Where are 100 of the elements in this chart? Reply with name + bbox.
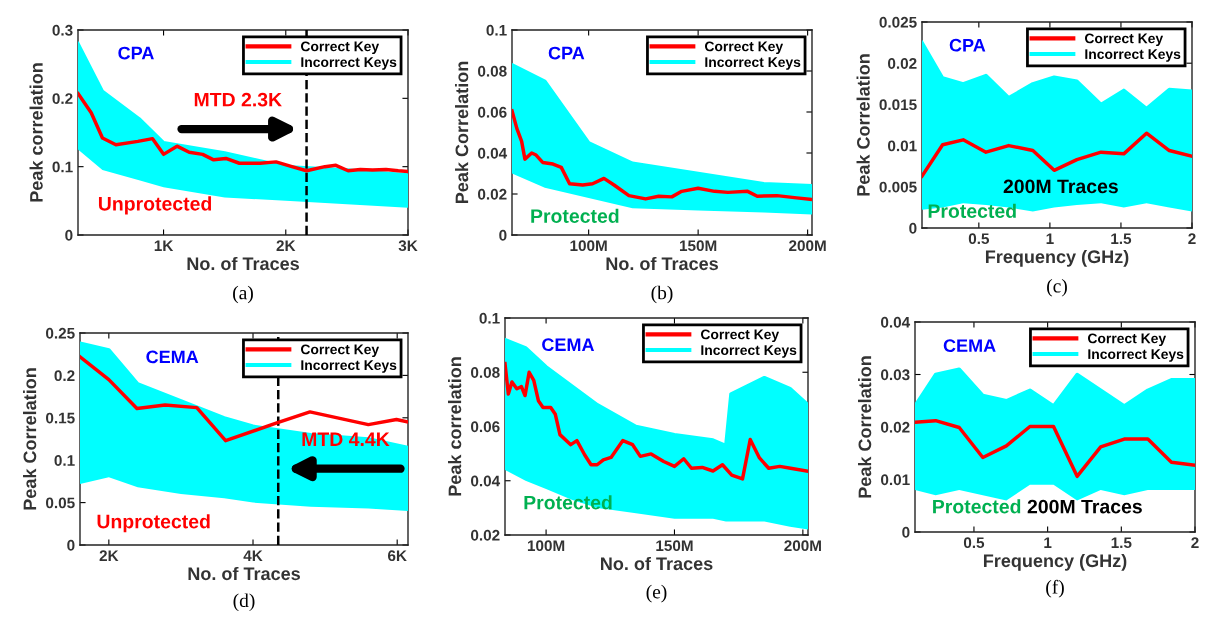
- legend-label: Correct Key: [1087, 333, 1167, 347]
- legend-label: Correct Key: [700, 329, 780, 343]
- annotation: CPA: [118, 46, 154, 60]
- y-tick-label: 0.2: [52, 93, 73, 105]
- y-tick-label: 0.05: [46, 497, 75, 509]
- y-tick-label: 0.3: [52, 24, 73, 36]
- x-axis-title: No. of Traces: [188, 566, 300, 581]
- y-tick-label: 0.015: [879, 99, 917, 111]
- legend-label: Correct Key: [300, 344, 380, 358]
- x-tick-label: 150M: [656, 540, 693, 552]
- x-tick-label: 3K: [398, 240, 418, 252]
- x-tick-label: 1K: [154, 240, 174, 251]
- annotation: Protected: [928, 203, 1016, 218]
- text: (e): [646, 584, 667, 603]
- y-tick-label: 0.005: [879, 181, 917, 193]
- legend-label: Correct Key: [300, 41, 380, 55]
- annotation: Unprotected: [98, 196, 212, 215]
- y-tick-label: 0.1: [54, 455, 75, 466]
- y-tick-label: 0.06: [478, 106, 507, 118]
- x-tick-label: 1: [1046, 233, 1054, 244]
- y-tick-label: 0: [65, 229, 73, 241]
- text: (c): [1047, 278, 1067, 297]
- y-axis-title: Peak Correlation: [455, 61, 469, 204]
- annotation: Unprotected: [97, 514, 210, 533]
- y-axis-title: Peak correlation: [448, 357, 462, 496]
- x-tick-label: 1.5: [1111, 233, 1132, 245]
- x-tick-label: 2K: [99, 550, 119, 561]
- x-tick-label: 4K: [243, 550, 263, 561]
- legend-label: Incorrect Keys: [705, 57, 801, 70]
- legend-label: Incorrect Keys: [301, 360, 397, 373]
- legend-label: Correct Key: [704, 41, 784, 55]
- legend-label: Incorrect Keys: [701, 345, 797, 358]
- text: (f): [1046, 579, 1064, 598]
- y-axis-title: Peak Correlation: [23, 368, 37, 510]
- x-axis-title: No. of Traces: [187, 256, 299, 271]
- x-tick-label: 0.5: [963, 537, 985, 549]
- y-tick-label: 0: [909, 222, 917, 234]
- x-tick-label: 1.5: [1111, 537, 1132, 549]
- line-series: [505, 361, 808, 481]
- line-series: [915, 418, 1195, 479]
- annotation: 200M Traces: [1003, 179, 1118, 194]
- y-tick-label: 0.01: [881, 474, 910, 486]
- y-tick-label: 0.2: [54, 370, 75, 382]
- x-tick-label: 1: [1044, 537, 1052, 548]
- legend-label: Incorrect Keys: [1085, 49, 1181, 62]
- text: (a): [233, 285, 253, 304]
- annotation: CEMA: [542, 338, 595, 352]
- annotation: Protected: [531, 208, 619, 223]
- y-tick-label: 0.025: [879, 16, 917, 28]
- y-tick-label: 0.25: [46, 327, 75, 339]
- x-tick-label: 200M: [789, 240, 826, 252]
- y-axis-title: Peak Correlation: [856, 54, 870, 196]
- y-axis-title: Peak Correlation: [858, 356, 872, 498]
- text: (d): [233, 593, 255, 612]
- y-tick-label: 0: [902, 526, 910, 538]
- y-tick-label: 0.04: [478, 147, 508, 159]
- y-tick-label: 0.02: [881, 421, 910, 433]
- y-tick-label: 0.04: [881, 316, 911, 328]
- y-tick-label: 0.15: [46, 412, 75, 424]
- y-axis-title: Peak correlation: [29, 63, 43, 202]
- y-tick-label: 0.1: [486, 24, 507, 36]
- y-tick-label: 0.02: [471, 529, 500, 541]
- annotation: CEMA: [943, 339, 996, 353]
- x-tick-label: 2: [1191, 537, 1199, 548]
- text: (b): [651, 285, 673, 304]
- y-tick-label: 0: [67, 539, 75, 551]
- line-series: [78, 91, 408, 174]
- x-tick-label: 100M: [527, 540, 565, 552]
- y-tick-label: 0.03: [881, 369, 910, 381]
- x-tick-label: 0.5: [968, 233, 990, 245]
- x-tick-label: 100M: [570, 240, 607, 252]
- annotation: CEMA: [146, 350, 199, 364]
- annotation: Protected: [933, 499, 1021, 514]
- y-tick-label: 0: [499, 229, 507, 241]
- x-tick-label: 2K: [276, 240, 296, 251]
- y-tick-label: 0.02: [478, 188, 507, 200]
- x-tick-label: 6K: [387, 550, 407, 562]
- y-tick-label: 0.08: [478, 65, 507, 77]
- annotation: MTD 2.3K: [194, 92, 282, 107]
- x-axis-title: No. of Traces: [601, 556, 713, 571]
- x-axis-title: No. of Traces: [606, 256, 718, 271]
- x-tick-label: 150M: [679, 240, 717, 252]
- y-tick-label: 0.08: [471, 367, 500, 378]
- legend-label: Correct Key: [1084, 33, 1164, 47]
- y-tick-label: 0.06: [471, 421, 500, 433]
- line-series: [922, 131, 1192, 178]
- y-tick-label: 0.1: [52, 161, 73, 173]
- x-axis-title: Frequency (GHz): [985, 249, 1129, 267]
- line-series: [512, 109, 812, 202]
- x-tick-label: 200M: [784, 540, 821, 552]
- annotation: 200M Traces: [1027, 499, 1142, 514]
- y-tick-label: 0.1: [479, 312, 500, 324]
- legend-label: Incorrect Keys: [301, 57, 397, 70]
- y-tick-label: 0.02: [888, 58, 917, 69]
- annotation: CPA: [548, 46, 585, 60]
- legend-label: Incorrect Keys: [1088, 349, 1184, 362]
- y-tick-label: 0.01: [888, 140, 917, 152]
- x-tick-label: 2: [1188, 233, 1196, 244]
- x-axis-title: Frequency (GHz): [983, 553, 1127, 571]
- y-tick-label: 0.04: [471, 475, 501, 487]
